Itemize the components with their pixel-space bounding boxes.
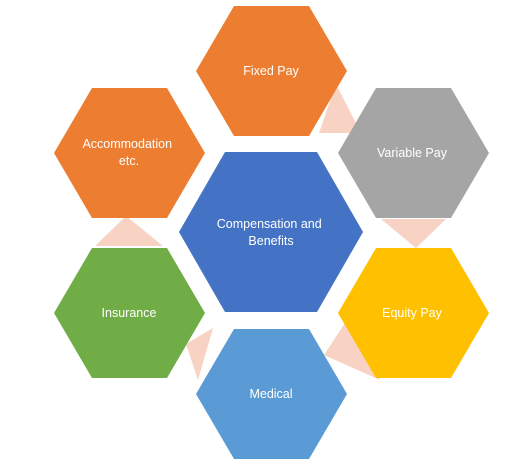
- insurance-label: Insurance: [102, 306, 157, 320]
- connector-layer: [95, 84, 446, 380]
- medical-label: Medical: [249, 387, 292, 401]
- connector-fixed-variable: [319, 84, 361, 133]
- equity-pay-label: Equity Pay: [382, 306, 443, 320]
- hexagon-variable-pay-shape: [338, 88, 489, 218]
- connector-variable-equity: [381, 219, 446, 248]
- hexagon-fixed-pay-shape: [196, 6, 347, 136]
- center-label-line-2: Benefits: [248, 234, 293, 248]
- hexagon-variable-pay: Variable Pay: [338, 88, 489, 218]
- connector-medical-insurance: [186, 328, 213, 380]
- center-label-line-1: Compensation and: [217, 217, 322, 231]
- svg-text:Equity Pay: Equity Pay: [382, 306, 443, 320]
- accommodation-label-line-1: Accommodation: [82, 137, 172, 151]
- svg-text:Compensation and Benefit: Compensation and Benefits: [217, 217, 325, 248]
- hexagon-fixed-pay: Fixed Pay: [196, 6, 347, 136]
- connector-equity-medical: [324, 323, 380, 380]
- hexagon-insurance: Insurance: [54, 248, 205, 378]
- svg-text:Fixed Pay: Fixed Pay: [243, 64, 299, 78]
- accommodation-label-line-2: etc.: [119, 154, 139, 168]
- hexagon-equity-pay: Equity Pay: [338, 248, 489, 378]
- hexagon-center: Compensation and Benefits: [179, 152, 363, 312]
- hexagon-insurance-shape: [54, 248, 205, 378]
- svg-text:Accommodation etc.: Accommodation etc.: [82, 137, 175, 168]
- hexagon-center-shape: [179, 152, 363, 312]
- svg-text:Variable Pay: Variable Pay: [377, 146, 448, 160]
- svg-text:Medical: Medical: [249, 387, 292, 401]
- fixed-pay-label: Fixed Pay: [243, 64, 299, 78]
- hexagon-accommodation: Accommodation etc.: [54, 88, 205, 218]
- hexagon-equity-pay-shape: [338, 248, 489, 378]
- svg-text:Insurance: Insurance: [102, 306, 157, 320]
- hexagon-medical-shape: [196, 329, 347, 459]
- variable-pay-label: Variable Pay: [377, 146, 448, 160]
- hexagon-accommodation-shape: [54, 88, 205, 218]
- connector-insurance-accommodation: [95, 216, 163, 246]
- hexagon-medical: Medical: [196, 329, 347, 459]
